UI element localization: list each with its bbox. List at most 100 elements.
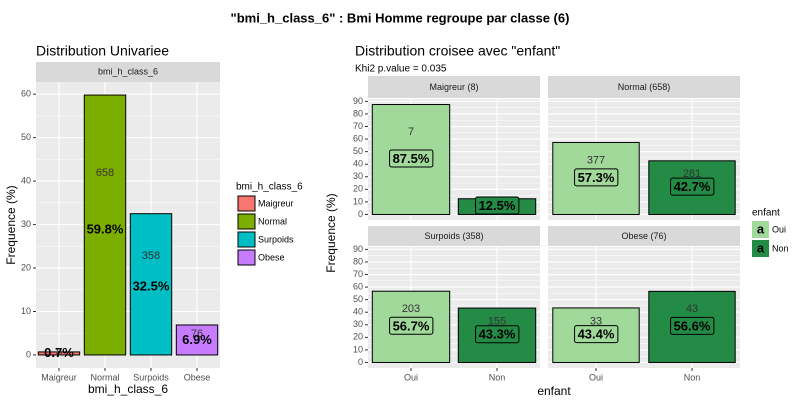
- strip-label: bmi_h_class_6: [98, 66, 158, 76]
- strip: [36, 62, 220, 82]
- y-tick-label: 0: [26, 349, 31, 359]
- y-tick-label: 10: [353, 344, 363, 354]
- y-tick-label: 50: [21, 132, 31, 142]
- count-label: 658: [96, 167, 114, 179]
- y-tick-label: 0: [358, 209, 363, 219]
- chart-title: Distribution Univariee: [36, 43, 169, 59]
- x-axis-title: enfant: [537, 384, 571, 398]
- legend-key: [237, 213, 256, 230]
- y-tick-label: 40: [353, 307, 363, 317]
- page-title: "bmi_h_class_6" : Bmi Homme regroupe par…: [231, 10, 570, 25]
- strip-label: Obese (76): [621, 231, 666, 241]
- percent-label: 87.5%: [393, 151, 430, 166]
- y-tick-label: 20: [21, 262, 31, 272]
- label-box: [389, 149, 434, 168]
- percent-label: 56.7%: [393, 318, 430, 333]
- legend-label: Oui: [772, 224, 786, 234]
- y-tick-label: 60: [21, 89, 31, 99]
- x-tick-label: Non: [684, 372, 701, 382]
- y-tick-label: 60: [353, 133, 363, 143]
- label-box: [574, 168, 619, 187]
- strip: [368, 76, 540, 98]
- legend-key-glyph: a: [757, 240, 765, 255]
- label-box: [670, 177, 715, 196]
- chart-subtitle: Khi2 p.value = 0.035: [355, 64, 447, 75]
- strip: [548, 226, 740, 246]
- bar: [175, 324, 219, 356]
- legend-title: bmi_h_class_6: [236, 182, 303, 193]
- count-label: 155: [488, 316, 506, 328]
- legend-key: [752, 221, 769, 238]
- count-label: 33: [590, 315, 602, 327]
- y-tick-label: 30: [353, 319, 363, 329]
- x-tick-label: Oui: [589, 372, 603, 382]
- y-tick-label: 0: [358, 357, 363, 367]
- legend-label: Maigreur: [258, 198, 294, 208]
- bar: [37, 351, 81, 356]
- label-box: [574, 325, 619, 344]
- x-axis-title: bmi_h_class_6: [88, 382, 168, 396]
- strip: [548, 76, 740, 98]
- percent-label: 6.9%: [182, 332, 212, 347]
- count-label: 76: [191, 328, 203, 340]
- x-tick-label: Surpoids: [133, 372, 169, 382]
- percent-label: 59.8%: [87, 222, 124, 237]
- y-tick-label: 20: [353, 332, 363, 342]
- strip: [368, 226, 540, 246]
- legend-key-glyph: a: [757, 221, 765, 236]
- y-tick-label: 30: [353, 171, 363, 181]
- strip-label: Maigreur (8): [429, 82, 478, 92]
- count-label: 7: [408, 126, 414, 138]
- x-tick-label: Non: [489, 372, 506, 382]
- percent-label: 42.7%: [674, 179, 711, 194]
- legend-key: [752, 240, 769, 257]
- y-tick-label: 20: [353, 184, 363, 194]
- percent-label: 57.3%: [578, 170, 615, 185]
- y-tick-label: 90: [353, 244, 363, 254]
- count-label: 43: [686, 303, 698, 315]
- count-label: 8: [56, 347, 62, 359]
- chart-title: Distribution croisee avec "enfant": [355, 43, 560, 59]
- legend-key: [237, 249, 256, 266]
- y-tick-label: 30: [21, 219, 31, 229]
- legend-key: [237, 195, 256, 212]
- y-tick-label: 10: [21, 306, 31, 316]
- y-tick-label: 90: [353, 96, 363, 106]
- count-label: 281: [683, 168, 701, 180]
- label-box: [670, 316, 715, 335]
- count-label: 358: [142, 250, 160, 262]
- bar: [129, 213, 173, 356]
- strip-label: Normal (658): [618, 82, 671, 92]
- count-label: 203: [402, 303, 420, 315]
- count-label: 377: [587, 154, 605, 166]
- percent-label: 32.5%: [133, 279, 170, 294]
- y-tick-label: 80: [353, 256, 363, 266]
- legend-title: enfant: [752, 208, 780, 219]
- percent-label: 43.3%: [479, 327, 516, 342]
- y-tick-label: 70: [353, 121, 363, 131]
- y-tick-label: 50: [353, 294, 363, 304]
- x-tick-label: Oui: [404, 372, 418, 382]
- y-tick-label: 70: [353, 269, 363, 279]
- y-tick-label: 10: [353, 196, 363, 206]
- legend-key: [237, 231, 256, 248]
- percent-label: 43.4%: [578, 327, 615, 342]
- y-tick-label: 40: [21, 175, 31, 185]
- label-box: [389, 316, 434, 335]
- percent-label: 56.6%: [674, 318, 711, 333]
- y-axis-title: Frequence (%): [324, 193, 338, 272]
- percent-label: 12.5%: [479, 198, 516, 213]
- label-box: [475, 325, 520, 344]
- legend-label: Surpoids: [258, 234, 294, 244]
- x-tick-label: Obese: [184, 372, 211, 382]
- y-tick-label: 80: [353, 108, 363, 118]
- legend-label: Normal: [258, 216, 287, 226]
- y-tick-label: 40: [353, 159, 363, 169]
- percent-label: 0.7%: [44, 345, 74, 360]
- x-tick-label: Normal: [90, 372, 119, 382]
- y-tick-label: 50: [353, 146, 363, 156]
- x-tick-label: Maigreur: [41, 372, 77, 382]
- y-tick-label: 60: [353, 281, 363, 291]
- strip-label: Surpoids (358): [424, 231, 483, 241]
